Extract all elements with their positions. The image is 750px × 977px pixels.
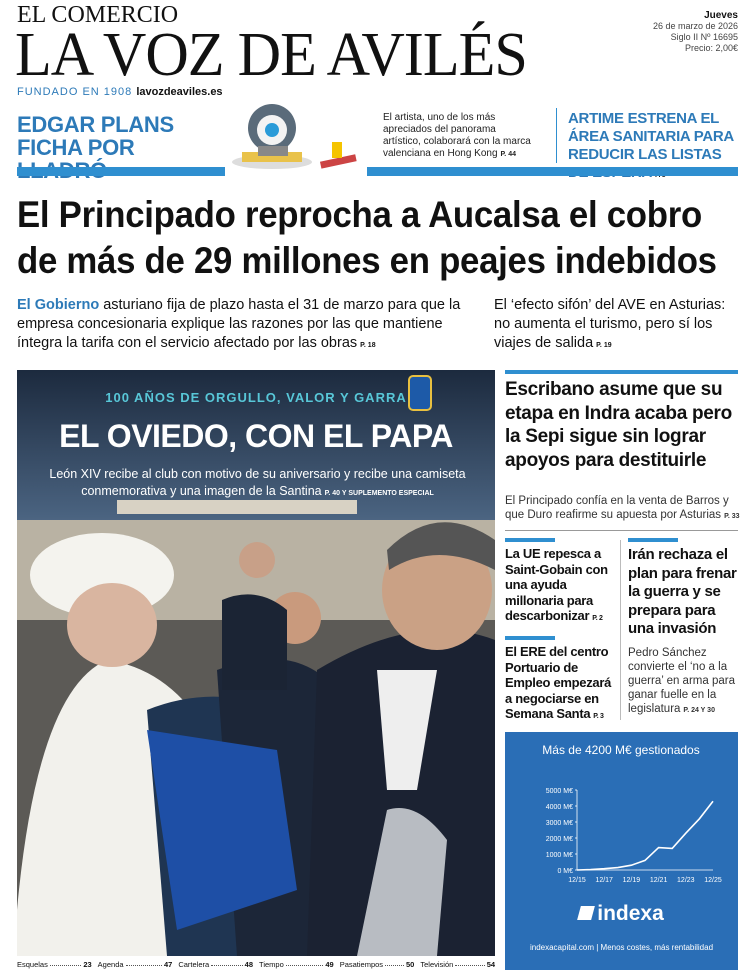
line-series bbox=[576, 800, 714, 871]
figurine-image bbox=[232, 104, 357, 169]
teaser-text: El artista, uno de los más apreciados de… bbox=[383, 112, 533, 161]
y-tick-label: 3000 M€ bbox=[546, 820, 573, 827]
index-text: 48 bbox=[244, 960, 254, 969]
index-text: 23 bbox=[83, 960, 92, 969]
story-headline: El ERE del centro Portuario de Empleo em… bbox=[505, 644, 617, 725]
leader bbox=[385, 960, 405, 966]
index-item: Tiempo 49 bbox=[259, 960, 334, 969]
y-tick-label: 5000 M€ bbox=[546, 788, 573, 795]
index: Esquelas 23 Agenda 47 Cartelera 48 Tiempo 49 Pas… bbox=[17, 960, 495, 969]
issue: Siglo II Nº 16695 bbox=[670, 32, 738, 42]
story-headline-text: El ERE del centro Portuario de Empleo em… bbox=[505, 644, 612, 721]
logo-text: indexa bbox=[597, 902, 664, 925]
rule bbox=[505, 530, 738, 531]
story-headline: Escribano asume que su etapa en Indra ac… bbox=[505, 379, 732, 471]
x-tick-label: 12/17 bbox=[595, 877, 613, 884]
headline-line: El Principado reprocha a Aucalsa el cobr… bbox=[17, 194, 702, 235]
page-ref: P. 33 bbox=[724, 513, 740, 520]
divider bbox=[620, 540, 621, 720]
x-tick-label: 12/15 bbox=[568, 877, 586, 884]
ad bbox=[505, 732, 738, 970]
photo-headline: EL OVIEDO, CON EL PAPA bbox=[59, 418, 453, 454]
issue-box: Jueves 26 de marzo de 2026 Siglo II Nº 1… bbox=[600, 10, 738, 54]
story-headline: Irán rechaza el plan para frenar la guer… bbox=[628, 546, 737, 637]
ad-chart: Más de 4200 M€ gestionados 0 M€ 1000 M€ 20… bbox=[542, 743, 722, 884]
index-text: 49 bbox=[325, 960, 334, 969]
leader bbox=[455, 960, 485, 966]
page-ref: P. 19 bbox=[596, 342, 612, 349]
index-item: Cartelera 48 bbox=[178, 960, 253, 969]
page-ref: P. 18 bbox=[360, 342, 376, 349]
index-text: Agenda bbox=[97, 960, 124, 969]
teaser-text-body: El artista, uno de los más apreciados de… bbox=[383, 112, 531, 159]
lead-in: El Gobierno bbox=[17, 297, 100, 313]
lead-body: asturiano fija de plazo hasta el 31 de m… bbox=[17, 297, 461, 351]
side-text: El ‘efecto sifón’ del AVE en Asturias: n… bbox=[494, 296, 740, 355]
website: lavozdeaviles.es bbox=[136, 86, 223, 98]
index-text: 50 bbox=[406, 960, 415, 969]
x-tick-label: 12/25 bbox=[704, 877, 722, 884]
date: 26 de marzo de 2026 bbox=[652, 21, 738, 31]
story-headline: La UE repesca a Saint-Gobain con una ayu… bbox=[505, 546, 617, 627]
divider bbox=[556, 108, 557, 163]
index-text: Televisión bbox=[420, 960, 454, 969]
index-item: Televisión 54 bbox=[420, 960, 495, 969]
price: Precio: 2,00€ bbox=[684, 43, 738, 53]
leader bbox=[211, 960, 243, 966]
y-tick-label: 1000 M€ bbox=[546, 852, 573, 859]
index-text: Cartelera bbox=[178, 960, 210, 969]
leader bbox=[125, 960, 162, 966]
page-ref: P. 40 Y SUPLEMENTO ESPECIAL bbox=[324, 490, 434, 497]
page-ref: P. 3 bbox=[593, 713, 604, 720]
lead-text: El Gobierno asturiano fija de plazo hast… bbox=[17, 296, 479, 355]
page-ref: P. 24 Y 30 bbox=[683, 707, 715, 714]
y-tick-label: 4000 M€ bbox=[546, 804, 573, 811]
story-headline-text: La UE repesca a Saint-Gobain con una ayu… bbox=[505, 546, 608, 623]
accent-bar bbox=[367, 167, 738, 176]
ad-footer: indexacapital.com | Menos costes, más re… bbox=[529, 943, 714, 952]
x-tick-label: 12/21 bbox=[650, 877, 668, 884]
side-body: El ‘efecto sifón’ del AVE en Asturias: n… bbox=[494, 297, 726, 351]
y-tick-label: 2000 M€ bbox=[546, 836, 573, 843]
story-text: El Principado confía en la venta de Barr… bbox=[505, 494, 741, 524]
accent-bar bbox=[17, 167, 225, 176]
story-body: El Principado confía en la venta de Barr… bbox=[505, 495, 729, 521]
index-text: Tiempo bbox=[259, 960, 284, 969]
leader bbox=[285, 960, 324, 966]
accent-bar bbox=[628, 538, 678, 542]
page-ref: P. 2 bbox=[592, 615, 603, 622]
y-tick-label: 0 M€ bbox=[557, 868, 573, 875]
index-item: Esquelas 23 bbox=[17, 960, 92, 969]
index-item: Agenda 47 bbox=[98, 960, 173, 969]
brand: EL COMERCIO bbox=[17, 2, 179, 28]
logo-mark bbox=[577, 906, 596, 920]
chart-title: Más de 4200 M€ gestionados bbox=[542, 743, 699, 757]
story-body: Pedro Sánchez convierte el ‘no a la guer… bbox=[628, 647, 735, 715]
index-text: Esquelas bbox=[17, 960, 48, 969]
founded: FUNDADO EN 1908 bbox=[17, 86, 133, 98]
index-text: Pasatiempos bbox=[339, 960, 384, 969]
x-tick-label: 12/23 bbox=[677, 877, 695, 884]
caption-text: León XIV recibe al club con motivo de su… bbox=[49, 467, 466, 498]
x-tick-label: 12/19 bbox=[623, 877, 641, 884]
page-ref: P. 44 bbox=[500, 151, 516, 158]
photo bbox=[17, 370, 495, 956]
accent-bar bbox=[505, 370, 738, 374]
lead-headline: El Principado reprocha a Aucalsa el cobr… bbox=[17, 192, 717, 284]
ad-logo: indexa bbox=[505, 902, 738, 926]
leader bbox=[49, 960, 82, 966]
photo-caption: León XIV recibe al club con motivo de su… bbox=[35, 466, 480, 502]
founded-line: FUNDADO EN 1908 lavozdeaviles.es bbox=[17, 86, 223, 98]
masthead-title: LA VOZ DE AVILÉS bbox=[15, 21, 528, 89]
index-item: Pasatiempos 50 bbox=[340, 960, 415, 969]
story-text: Pedro Sánchez convierte el ‘no a la guer… bbox=[628, 646, 740, 718]
accent-bar bbox=[505, 538, 555, 542]
accent-bar bbox=[505, 636, 555, 640]
index-text: 47 bbox=[164, 960, 173, 969]
index-text: 54 bbox=[486, 960, 496, 969]
headline-line: de más de 29 millones en peajes indebido… bbox=[17, 240, 717, 281]
photo-kicker: 100 AÑOS DE ORGULLO, VALOR Y GARRA bbox=[105, 390, 407, 405]
day: Jueves bbox=[704, 10, 738, 21]
